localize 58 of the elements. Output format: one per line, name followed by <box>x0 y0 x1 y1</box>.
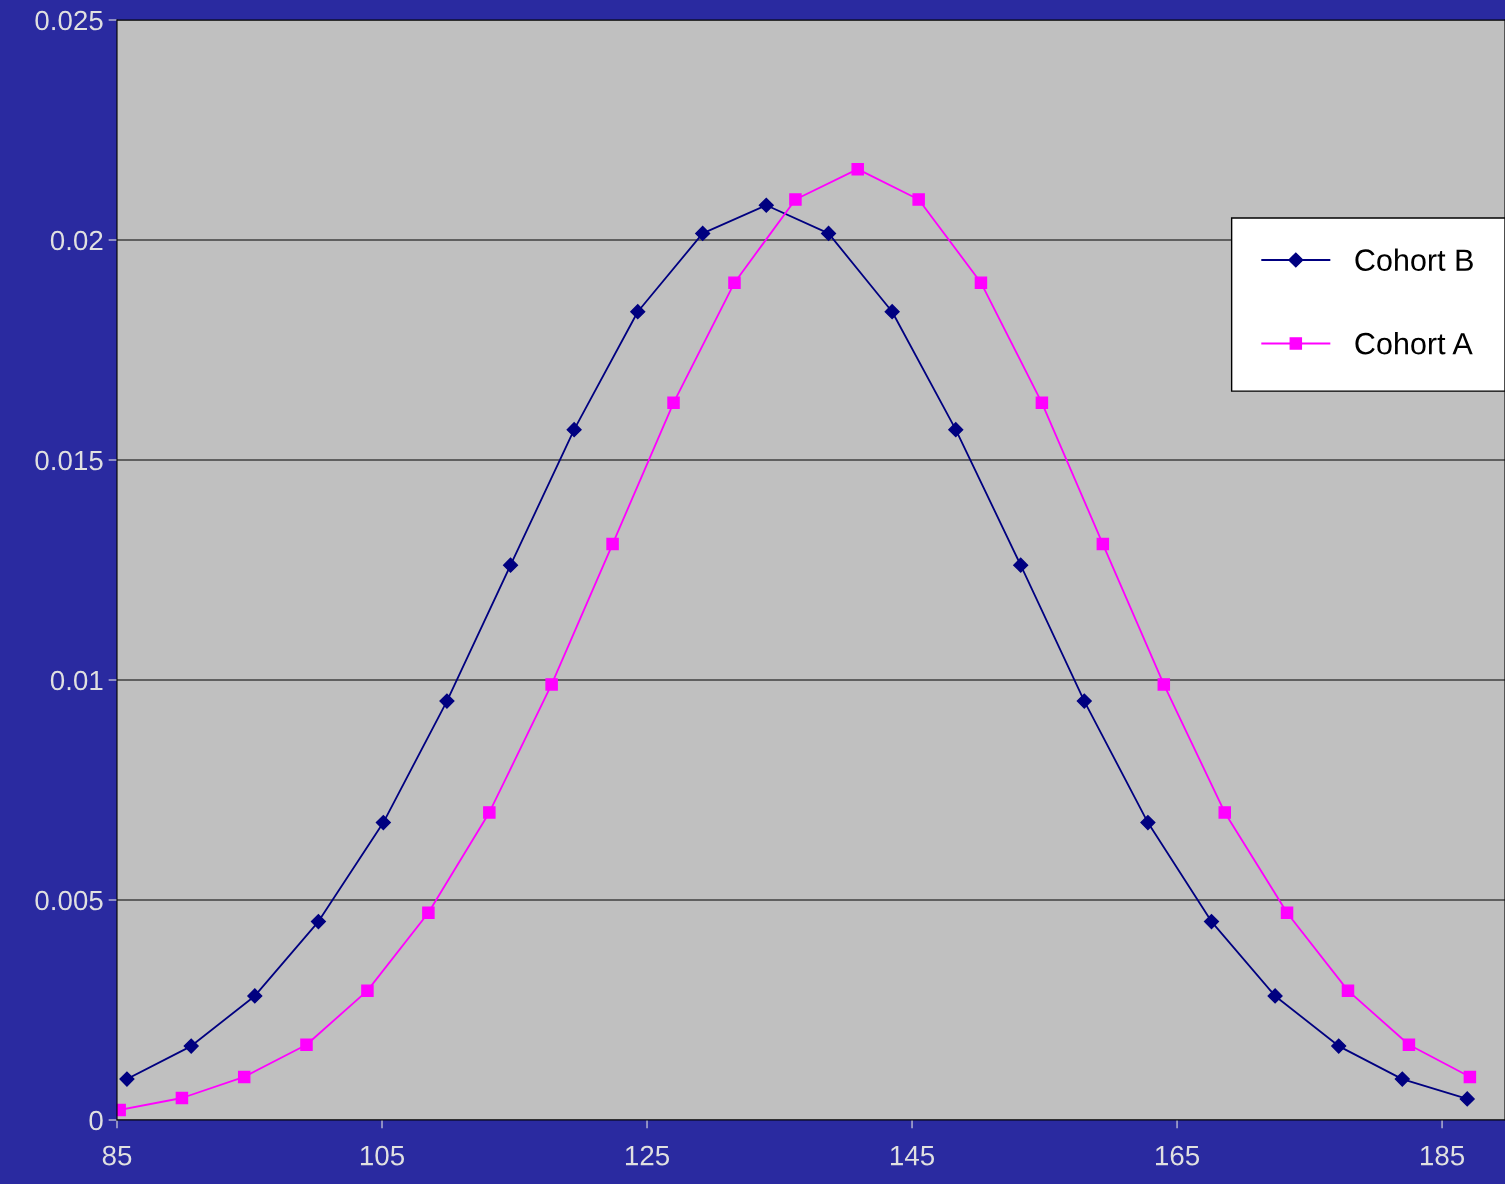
point <box>300 1038 313 1052</box>
point <box>1280 906 1294 920</box>
point <box>606 537 619 551</box>
x-tick-label: 105 <box>360 1145 405 1166</box>
point <box>439 693 455 709</box>
point <box>1157 678 1171 691</box>
point <box>695 225 711 241</box>
legend-label: Cohort A <box>1355 332 1473 355</box>
point <box>1341 984 1355 997</box>
point <box>974 276 988 289</box>
point <box>1459 1091 1475 1107</box>
point <box>183 1038 199 1054</box>
point <box>758 197 774 213</box>
x-tick-label: 165 <box>1156 1145 1200 1166</box>
point <box>545 678 558 691</box>
point <box>728 276 741 289</box>
x-tick-label: 185 <box>1421 1145 1465 1166</box>
point <box>884 304 900 320</box>
point <box>483 806 496 819</box>
point <box>1013 557 1029 573</box>
point <box>948 422 964 438</box>
point <box>119 1071 135 1087</box>
point <box>789 193 802 206</box>
point <box>1096 537 1110 551</box>
y-tick-label: 0 <box>89 1110 103 1131</box>
point <box>375 814 391 831</box>
point <box>1394 1071 1410 1087</box>
x-tick-label: 145 <box>890 1146 935 1166</box>
point <box>566 422 582 438</box>
point <box>667 396 680 410</box>
y-tick-label: 0.02 <box>50 230 103 251</box>
point <box>247 988 263 1004</box>
point <box>502 557 519 573</box>
point <box>1035 396 1049 410</box>
point <box>1203 913 1220 930</box>
point <box>310 913 326 930</box>
y-tick-label: 0.025 <box>35 10 103 31</box>
point <box>630 304 646 320</box>
x-tick-label: 85 <box>102 1145 132 1166</box>
point <box>1140 814 1156 831</box>
x-tick-label: 125 <box>625 1145 670 1166</box>
point <box>1076 693 1092 709</box>
point <box>422 906 435 920</box>
y-tick-label: 0.015 <box>35 450 103 471</box>
point <box>361 984 374 997</box>
point <box>237 1070 251 1084</box>
y-tick-label: 0.005 <box>35 890 103 911</box>
point <box>1218 806 1232 819</box>
point <box>175 1091 189 1105</box>
point <box>1463 1070 1477 1084</box>
point <box>1267 988 1283 1004</box>
point <box>912 193 925 206</box>
point <box>1331 1038 1347 1054</box>
y-tick-label: 0.01 <box>50 670 103 691</box>
point <box>851 162 864 176</box>
point <box>820 225 837 241</box>
point <box>1402 1038 1416 1052</box>
legend-label: Cohort B <box>1355 248 1473 271</box>
